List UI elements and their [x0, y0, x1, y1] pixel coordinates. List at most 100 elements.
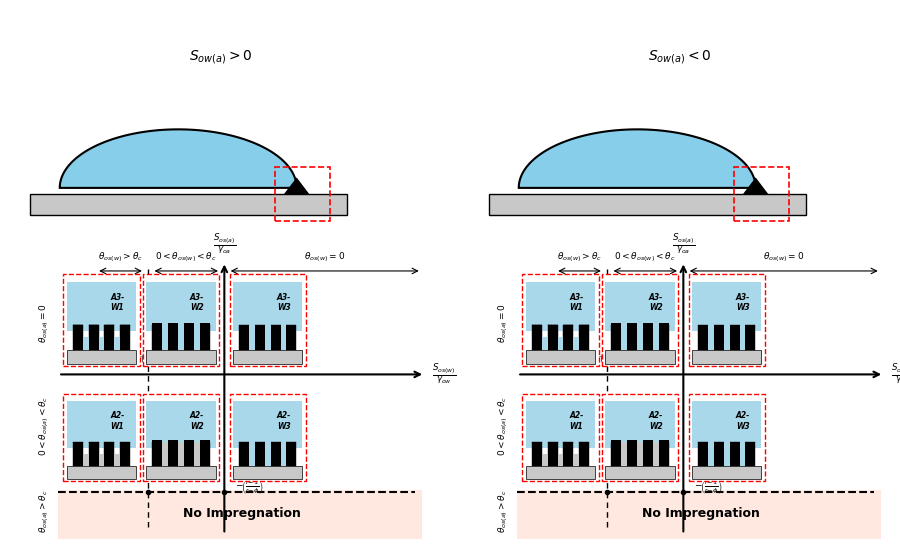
Bar	[526, 350, 595, 364]
Bar	[178, 324, 184, 350]
Text: 0: 0	[690, 358, 698, 367]
Bar	[147, 402, 216, 448]
Bar	[627, 442, 637, 466]
Bar	[83, 337, 88, 350]
Text: $S_{ow(a)} < 0$: $S_{ow(a)} < 0$	[648, 48, 711, 66]
Bar	[168, 323, 178, 324]
Text: $\theta_{os(a)} = 0$: $\theta_{os(a)} = 0$	[497, 302, 510, 343]
Bar	[611, 442, 621, 466]
Text: $-\!\left(\frac{r\!-\!1}{r\!-\!\phi}\right)$: $-\!\left(\frac{r\!-\!1}{r\!-\!\phi}\rig…	[235, 478, 264, 496]
Bar	[580, 442, 590, 466]
Bar	[121, 324, 130, 350]
Bar	[653, 442, 659, 466]
Bar	[184, 324, 194, 350]
Bar	[659, 324, 669, 350]
Bar	[67, 282, 136, 331]
Bar	[611, 440, 621, 442]
FancyBboxPatch shape	[522, 274, 599, 366]
Text: $\theta_{os(a)} > \theta_c$: $\theta_{os(a)} > \theta_c$	[497, 489, 510, 532]
Bar	[643, 324, 653, 350]
Text: $-\!\left(\frac{r\!-\!1}{r\!-\!\phi}\right)$: $-\!\left(\frac{r\!-\!1}{r\!-\!\phi}\rig…	[593, 349, 622, 367]
Bar	[73, 324, 83, 350]
Bar	[606, 282, 675, 331]
Bar	[31, 194, 347, 215]
Bar	[286, 442, 296, 466]
Bar	[152, 323, 162, 324]
FancyBboxPatch shape	[602, 394, 679, 481]
Bar	[200, 442, 210, 466]
Bar	[692, 466, 761, 479]
Bar	[532, 324, 542, 350]
Bar	[286, 324, 296, 350]
Text: $-\!\left(\frac{r\!-\!1}{r\!-\!\phi}\right)$: $-\!\left(\frac{r\!-\!1}{r\!-\!\phi}\rig…	[134, 349, 163, 367]
Bar	[707, 442, 714, 466]
Bar	[526, 466, 595, 479]
Bar	[621, 442, 627, 466]
Bar	[238, 442, 248, 466]
Bar	[653, 324, 659, 350]
Bar	[248, 324, 255, 350]
FancyBboxPatch shape	[230, 274, 306, 366]
Polygon shape	[88, 324, 99, 332]
Text: $\theta_{os(a)} > \theta_c$: $\theta_{os(a)} > \theta_c$	[38, 489, 51, 532]
Bar	[714, 442, 724, 466]
Bar	[233, 282, 302, 331]
Polygon shape	[518, 129, 756, 188]
FancyBboxPatch shape	[143, 274, 220, 366]
Bar	[184, 323, 194, 324]
Text: $S_{ow(a)} > 0$: $S_{ow(a)} > 0$	[189, 48, 252, 66]
Bar	[194, 442, 200, 466]
Bar	[558, 454, 563, 466]
Bar	[659, 323, 669, 324]
Polygon shape	[121, 324, 130, 332]
Bar	[745, 324, 755, 350]
Bar	[168, 440, 178, 442]
Bar	[692, 350, 761, 364]
Bar	[563, 442, 573, 466]
Bar	[724, 324, 730, 350]
Bar	[692, 282, 761, 331]
Bar	[611, 323, 621, 324]
FancyBboxPatch shape	[688, 394, 765, 481]
Bar	[606, 402, 675, 448]
Text: A3-
W3: A3- W3	[276, 293, 291, 312]
Bar	[114, 454, 121, 466]
Text: $\frac{S_{os(w)}}{\gamma_{ow}}$: $\frac{S_{os(w)}}{\gamma_{ow}}$	[891, 362, 900, 387]
Bar	[233, 402, 302, 448]
Bar	[637, 442, 643, 466]
Bar	[714, 324, 724, 350]
Text: 0: 0	[231, 358, 239, 367]
Bar	[692, 402, 761, 448]
Text: A3-
W2: A3- W2	[190, 293, 204, 312]
Bar	[606, 350, 675, 364]
Text: $\frac{S_{os(a)}}{\gamma_{oa}}$: $\frac{S_{os(a)}}{\gamma_{oa}}$	[671, 233, 695, 257]
Polygon shape	[73, 442, 83, 449]
Polygon shape	[104, 442, 114, 449]
FancyBboxPatch shape	[63, 394, 140, 481]
Polygon shape	[284, 178, 310, 194]
Polygon shape	[121, 442, 130, 449]
Bar	[200, 324, 210, 350]
Text: $\frac{S_{os(a)}}{\gamma_{oa}}$: $\frac{S_{os(a)}}{\gamma_{oa}}$	[212, 233, 236, 257]
Bar	[147, 350, 216, 364]
Text: $0 < \theta_{os(a)} < \theta_c$: $0 < \theta_{os(a)} < \theta_c$	[497, 396, 510, 456]
Bar	[104, 324, 114, 350]
Text: A2-
W3: A2- W3	[735, 411, 750, 431]
Bar	[611, 324, 621, 350]
Bar	[67, 466, 136, 479]
Bar	[643, 323, 653, 324]
Bar	[67, 402, 136, 448]
Bar	[194, 324, 200, 350]
Polygon shape	[547, 442, 558, 449]
Bar	[518, 490, 880, 539]
Text: $\theta_{os(w)} > \theta_c$: $\theta_{os(w)} > \theta_c$	[557, 250, 602, 264]
Bar	[255, 442, 265, 466]
Bar	[606, 466, 675, 479]
Bar	[99, 337, 104, 350]
Bar	[73, 442, 83, 466]
Bar	[114, 337, 121, 350]
Polygon shape	[563, 324, 573, 332]
Bar	[542, 454, 547, 466]
Bar	[643, 440, 653, 442]
Bar	[83, 454, 88, 466]
